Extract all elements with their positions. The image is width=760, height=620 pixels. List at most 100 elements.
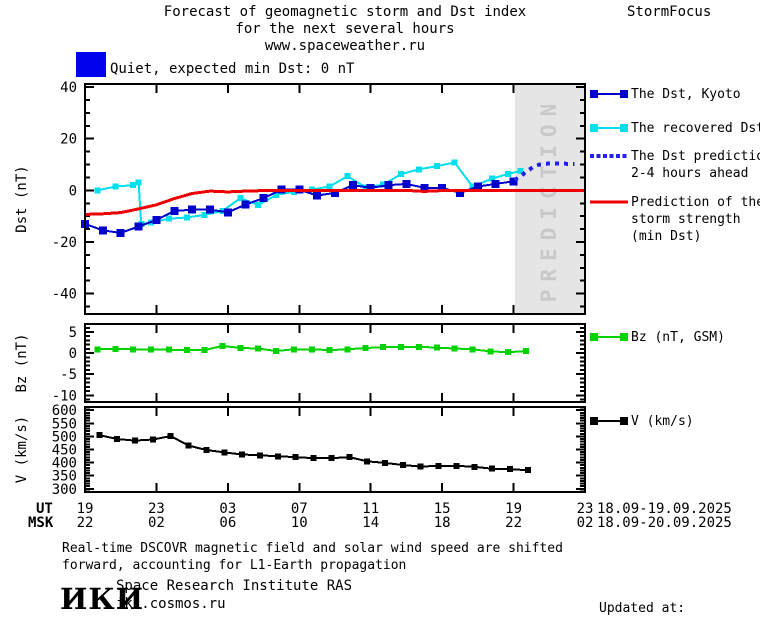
marker-solar-wind-speed (328, 455, 335, 462)
organization-block: Space Research Institute RAS iki.cosmos.… (116, 577, 352, 613)
marker-dst-recovered (94, 187, 101, 194)
legend-marker-storm-strength (590, 200, 628, 204)
marker-dst-kyoto (188, 205, 197, 214)
marker-bz-gsm (130, 346, 137, 353)
legend-label-line: storm strength (631, 212, 741, 227)
updated-block: Updated at: UT 19:05, 19.09.2025 MSK 22:… (599, 564, 760, 620)
marker-dst-kyoto (473, 182, 482, 191)
legend-label-solar-wind-speed: V (km/s) (631, 413, 694, 430)
marker-solar-wind-speed (471, 463, 478, 470)
marker-solar-wind-speed (292, 454, 299, 461)
legend-marker-bz-gsm (590, 333, 628, 341)
series-solar-wind-speed (99, 434, 528, 472)
legend-label-storm-strength: Prediction of the storm strength (min Dst) (631, 194, 760, 245)
ylabel-v: V (km/s) (14, 416, 30, 483)
marker-solar-wind-speed (96, 432, 103, 439)
legend-label-bz-gsm: Bz (nT, GSM) (631, 329, 725, 346)
marker-solar-wind-speed (132, 437, 138, 444)
marker-dst-recovered (415, 166, 422, 173)
xtick-ut-label: 15 (434, 501, 451, 517)
legend-label-line: The recovered Dst (631, 121, 760, 136)
marker-solar-wind-speed (149, 436, 156, 443)
ytick-label-v: 450 (52, 443, 77, 459)
footnote: Real-time DSCOVR magnetic field and sola… (62, 540, 563, 574)
marker-dst-kyoto (134, 222, 143, 231)
marker-bz-gsm (415, 343, 422, 350)
ut-row-label: UT (36, 501, 53, 517)
marker-bz-gsm (380, 344, 387, 351)
marker-dst-recovered (201, 211, 208, 218)
marker-solar-wind-speed (274, 453, 281, 460)
marker-dst-recovered (237, 195, 244, 202)
legend-item-storm-strength: Prediction of the storm strength (min Dst) (590, 194, 760, 245)
marker-solar-wind-speed (417, 463, 424, 470)
legend-dst: The Dst, Kyoto The recovered Dst The Dst p… (590, 86, 760, 245)
marker-solar-wind-speed (310, 455, 317, 462)
marker-solar-wind-speed (114, 436, 121, 443)
ytick-label-dst: -20 (52, 235, 77, 251)
xtick-ut-label: 07 (291, 501, 308, 517)
ytick-label-bz: -10 (52, 388, 77, 404)
legend-item-dst-prediction: The Dst prediction 2-4 hours ahead (590, 148, 760, 182)
marker-dst-recovered (183, 214, 190, 221)
marker-dst-kyoto (491, 179, 500, 188)
marker-bz-gsm (344, 346, 351, 353)
marker-bz-gsm (362, 345, 369, 352)
title-line-1: Forecast of geomagnetic storm and Dst in… (163, 4, 527, 20)
legend-label-dst-kyoto: The Dst, Kyoto (631, 86, 741, 103)
marker-bz-gsm (451, 345, 458, 352)
legend-item-solar-wind-speed: V (km/s) (590, 413, 760, 430)
xtick-ut-label: 11 (362, 501, 379, 517)
marker-dst-recovered (469, 183, 476, 190)
legend-label-dst-recovered: The recovered Dst (631, 120, 760, 137)
marker-dst-kyoto (456, 188, 464, 197)
legend-label-line: 2-4 hours ahead (631, 166, 749, 181)
marker-dst-kyoto (420, 183, 429, 192)
legend-label-line: (min Dst) (631, 229, 702, 244)
xtick-msk-label: 22 (505, 515, 522, 531)
ytick-label-dst: 0 (69, 183, 77, 199)
marker-dst-kyoto (116, 228, 125, 237)
marker-bz-gsm (290, 346, 297, 353)
marker-dst-kyoto (509, 177, 518, 186)
footnote-line-1: Real-time DSCOVR magnetic field and sola… (62, 541, 563, 556)
ytick-label-bz: 5 (69, 325, 77, 341)
xtick-msk-label: 18 (434, 515, 451, 531)
marker-dst-kyoto (223, 208, 232, 217)
marker-solar-wind-speed (435, 462, 442, 469)
marker-dst-recovered (130, 182, 137, 189)
marker-bz-gsm (487, 348, 494, 355)
forecast-plots: PREDICTION 40 20 0 -20 -40 Dst (nT) 5 0 -5 -10 Bz (… (14, 80, 732, 531)
marker-bz-gsm (201, 347, 208, 354)
marker-bz-gsm (273, 347, 280, 354)
footnote-line-2: forward, accounting for L1-Earth propaga… (62, 558, 407, 573)
marker-bz-gsm (523, 347, 530, 354)
marker-dst-recovered (451, 159, 458, 166)
xtick-ut-label: 23 (148, 501, 165, 517)
marker-dst-recovered (255, 202, 262, 209)
marker-bz-gsm (219, 342, 226, 349)
panel-border-v (84, 406, 586, 493)
panel-bz: 5 0 -5 -10 Bz (nT) (14, 323, 586, 404)
series-dst-prediction (513, 161, 575, 182)
marker-dst-recovered (344, 173, 351, 180)
legend-label-dst-prediction: The Dst prediction 2-4 hours ahead (631, 148, 760, 182)
ytick-label-bz: 0 (69, 346, 77, 362)
marker-bz-gsm (94, 346, 101, 353)
prediction-band-label: PREDICTION (537, 96, 561, 302)
marker-solar-wind-speed (203, 447, 210, 454)
xtick-msk-label: 02 (148, 515, 165, 531)
marker-solar-wind-speed (239, 451, 246, 458)
xtick-msk-label: 02 (577, 515, 594, 531)
title-line-2: for the next several hours (235, 21, 455, 37)
legend-bz: Bz (nT, GSM) (590, 329, 760, 346)
legend-item-bz-gsm: Bz (nT, GSM) (590, 329, 760, 346)
ytick-label-v: 550 (52, 416, 77, 432)
updated-label: Updated at: (599, 601, 686, 616)
marker-dst-kyoto (206, 205, 214, 214)
marker-dst-kyoto (384, 181, 393, 190)
xtick-ut-label: 03 (219, 501, 236, 517)
legend-label-line: The Dst, Kyoto (631, 87, 741, 102)
xtick-msk-label: 06 (219, 515, 236, 531)
xtick-ut-label: 19 (505, 501, 522, 517)
